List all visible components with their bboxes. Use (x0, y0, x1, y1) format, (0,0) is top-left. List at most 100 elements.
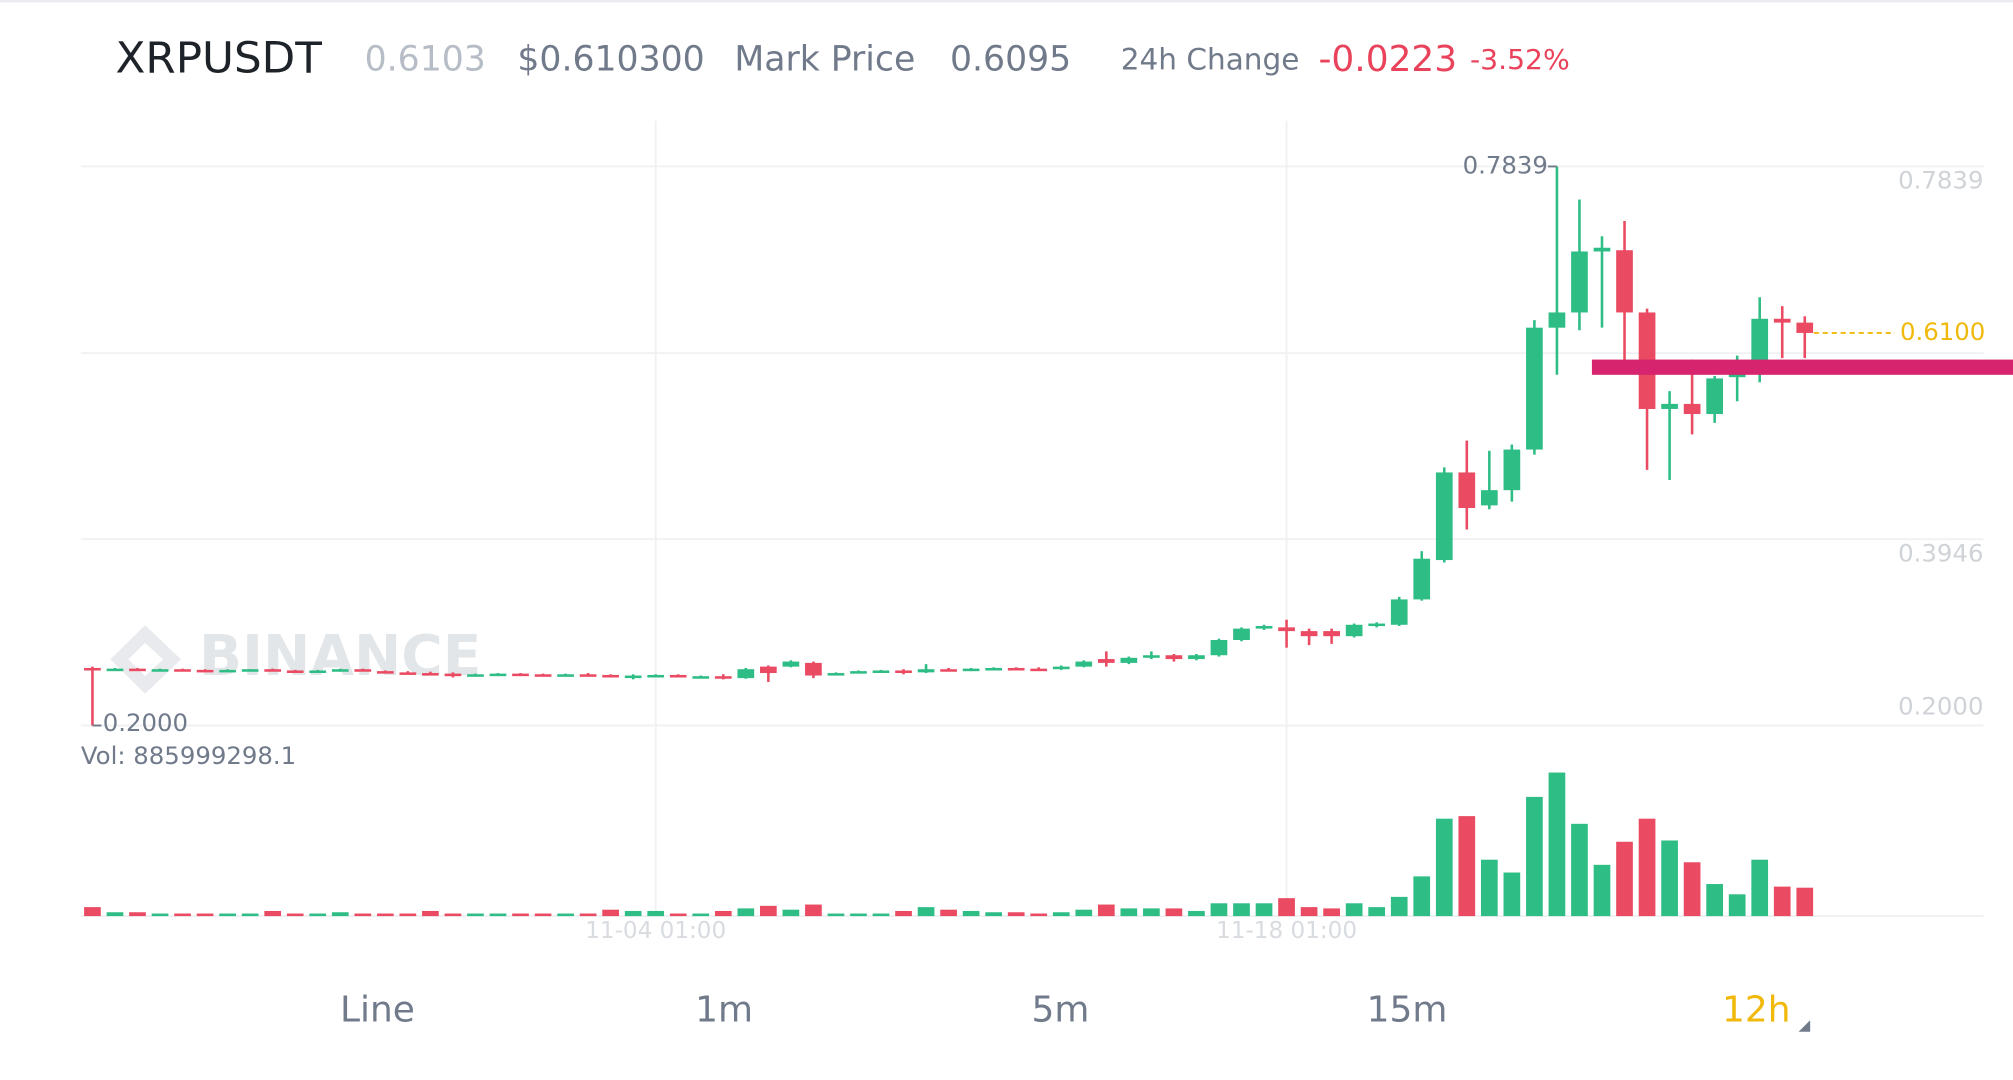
candle-body (422, 673, 439, 676)
volume-bar (1683, 862, 1701, 917)
candle-body (805, 662, 822, 676)
tab[interactable]: 12h (1722, 990, 1791, 1031)
volume-bar (647, 910, 665, 917)
volume-bar (850, 913, 867, 917)
tab[interactable]: 5m (1031, 990, 1089, 1031)
volume-bar (1751, 859, 1769, 917)
volume-bar (1480, 859, 1498, 917)
tab[interactable]: 15m (1367, 990, 1448, 1031)
candle-body (579, 674, 597, 677)
candle-body (895, 670, 912, 673)
volume-bar (962, 910, 980, 917)
interval-tabs: Line 1m 5m 15m 12h (340, 990, 1811, 1032)
volume-bar (1435, 818, 1453, 917)
candle-body (1052, 666, 1070, 670)
volume-bar (489, 913, 507, 917)
y-tick-label: 0.7839 (1898, 166, 1983, 195)
candle-body (512, 673, 529, 677)
candle-body (760, 666, 777, 674)
last-price: 0.6103 (365, 40, 486, 80)
volume-bar (422, 910, 439, 917)
volume-bar (805, 904, 822, 917)
volume-bar (1728, 894, 1746, 917)
candle-body (1210, 640, 1228, 656)
volume-bar (760, 905, 777, 917)
candle-body (1075, 661, 1093, 667)
volume-bar (1796, 887, 1814, 917)
candle-body (399, 672, 417, 675)
usd-price: $0.610300 (517, 40, 704, 80)
volume-bar (534, 913, 552, 917)
volume-bar (624, 910, 642, 917)
volume-bar (1773, 886, 1791, 917)
volume-bar (872, 913, 890, 917)
volume-bar (1188, 910, 1205, 917)
volume-bar (1075, 909, 1093, 917)
candle-body (1593, 247, 1611, 252)
volume-bar (1255, 903, 1273, 917)
low-marker-label: 0.2000 (103, 708, 188, 737)
y-tick-label: 0.2000 (1898, 692, 1983, 721)
candle-body (444, 673, 462, 677)
tab[interactable]: 1m (695, 990, 753, 1031)
candle-body (647, 674, 665, 678)
volume-bar (714, 910, 732, 917)
volume-bar (1638, 818, 1656, 917)
candle-body (129, 668, 146, 672)
candle-body (1390, 599, 1408, 625)
volume-bar (1210, 903, 1228, 917)
candle-body (196, 669, 214, 673)
volume-bar (1030, 913, 1048, 917)
volume-bar (940, 909, 957, 917)
volume-bar (354, 913, 372, 917)
symbol[interactable]: XRPUSDT (116, 34, 323, 84)
volume-bar (692, 913, 710, 917)
volume-bar (1526, 796, 1543, 917)
candle-body (850, 671, 867, 674)
volume-bar (1097, 904, 1115, 917)
watermark-logo (110, 625, 182, 694)
volume-bar (1706, 884, 1723, 917)
volume-bar (467, 913, 484, 917)
candle-body (1706, 378, 1723, 415)
volume-bar (1300, 907, 1318, 917)
candle-body (827, 673, 845, 676)
candle-body (1616, 250, 1633, 313)
candle-body (1413, 558, 1431, 600)
volume-bar (129, 912, 146, 917)
volume-bar (512, 913, 529, 917)
candle-body (692, 676, 710, 679)
volume-bar (917, 907, 935, 917)
price-line-label: 0.6100 (1900, 317, 1985, 346)
volume-bar (219, 913, 236, 917)
volume-bar (1503, 872, 1521, 917)
volume-bar (669, 913, 687, 917)
volume-bar (579, 913, 597, 917)
candle-body (1188, 655, 1205, 660)
volume-bar (1458, 816, 1476, 917)
volume-bar (602, 909, 619, 917)
change-percent: -3.52% (1470, 43, 1570, 76)
plot: 0.2000 0.3946 0.7839 11-04 01:00 11-18 01:00… (81, 120, 1985, 944)
candle-body (1255, 626, 1273, 629)
candle-body (241, 669, 259, 672)
volume-bar (1368, 907, 1386, 917)
candle-body (309, 670, 327, 673)
candle-body (1165, 655, 1183, 660)
volume-bar (241, 913, 259, 917)
candle-body (1796, 322, 1814, 333)
x-tick-label: 11-18 01:00 (1216, 918, 1357, 944)
volume-bar (1165, 908, 1183, 917)
change-label: 24h Change (1121, 43, 1300, 77)
tab[interactable]: Line (340, 990, 415, 1031)
volume-bar (264, 910, 282, 917)
candle-body (286, 670, 304, 673)
volume-bar (1278, 898, 1295, 917)
tab-dropdown-icon (1798, 1020, 1811, 1032)
volume-bar (106, 912, 124, 917)
candle-body (1345, 624, 1363, 637)
candle-body (1480, 490, 1498, 506)
volume-bar (84, 907, 101, 917)
candle-body (624, 675, 642, 679)
y-tick-label: 0.3946 (1898, 539, 1983, 568)
